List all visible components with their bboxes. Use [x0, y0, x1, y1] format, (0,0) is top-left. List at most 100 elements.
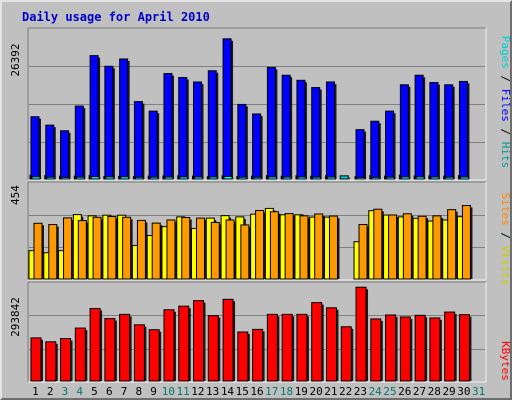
pages-bar	[387, 177, 395, 179]
files-bar	[459, 81, 467, 179]
x-tick-label: 12	[191, 385, 204, 398]
files-bar	[415, 75, 423, 179]
kbytes-bar	[90, 308, 100, 381]
x-tick-label: 23	[354, 385, 367, 398]
legend-separator: /	[499, 69, 512, 89]
pages-bar	[446, 177, 454, 179]
pages-bar	[180, 177, 188, 179]
pages-bar	[357, 178, 365, 179]
sites-bar	[241, 225, 249, 279]
sites-bar	[389, 215, 397, 279]
sites-bar	[374, 209, 382, 279]
kbytes-bar	[445, 312, 455, 381]
x-tick-label: 4	[76, 385, 83, 398]
legend-pages: Pages	[499, 36, 512, 69]
pages-bar	[460, 177, 468, 179]
files-bar	[61, 131, 69, 179]
files-bar	[179, 77, 187, 179]
kbytes-bar	[400, 317, 410, 381]
x-tick-label: 26	[398, 385, 411, 398]
kbytes-bar	[459, 315, 469, 381]
files-bar	[194, 82, 202, 179]
kbytes-max-label: 293842	[9, 297, 22, 337]
sites-bar	[285, 214, 293, 279]
kbytes-bar	[430, 318, 440, 381]
x-tick-label: 17	[265, 385, 278, 398]
sites-bar	[34, 223, 42, 279]
kbytes-bar	[149, 330, 159, 381]
pages-bar	[135, 177, 143, 179]
pages-bar	[313, 177, 321, 179]
pages-bar	[150, 177, 158, 179]
sites-visits-legend: Sites / Visits	[499, 193, 512, 286]
sites-bar	[418, 216, 426, 279]
files-bar	[356, 130, 364, 179]
x-tick-label: 19	[295, 385, 308, 398]
files-bar	[297, 80, 305, 179]
pages-bar	[254, 177, 262, 179]
files-bar	[267, 67, 275, 179]
x-tick-label: 16	[250, 385, 263, 398]
kbytes-bar	[415, 315, 425, 381]
pages-bar	[106, 177, 114, 179]
sites-visits-max-label: 454	[9, 185, 22, 205]
legend-separator: /	[499, 122, 512, 142]
kbytes-bar	[282, 314, 292, 381]
x-tick-label: 25	[383, 385, 396, 398]
x-tick-label: 7	[121, 385, 128, 398]
x-tick-label: 3	[62, 385, 69, 398]
legend-hits: Hits	[499, 142, 512, 169]
x-tick-label: 9	[150, 385, 157, 398]
pages-bar	[76, 177, 84, 179]
x-tick-label: 29	[442, 385, 455, 398]
pages-bar	[372, 177, 380, 179]
kbytes-bar	[164, 310, 174, 381]
x-tick-label: 21	[324, 385, 337, 398]
pages-bar	[121, 177, 129, 179]
x-tick-label: 28	[428, 385, 441, 398]
pages-bar	[431, 177, 439, 179]
hits-files-pages-legend: Pages / Files / Hits	[499, 36, 512, 169]
sites-bar	[152, 223, 160, 279]
chart-title: Daily usage for April 2010	[22, 10, 210, 24]
kbytes-bar	[312, 303, 322, 381]
sites-bar	[270, 212, 278, 279]
pages-bar	[327, 177, 335, 179]
x-tick-label: 15	[236, 385, 249, 398]
x-tick-label: 5	[91, 385, 98, 398]
sites-bar	[329, 216, 337, 279]
files-bar	[238, 104, 246, 179]
pages-bar	[298, 177, 306, 179]
files-bar	[90, 56, 98, 179]
sites-bar	[433, 216, 441, 279]
x-tick-label: 13	[206, 385, 219, 398]
x-tick-label: 14	[221, 385, 235, 398]
kbytes-bar	[179, 306, 189, 381]
kbytes-bar	[120, 314, 130, 381]
legend-separator: /	[499, 226, 512, 246]
x-tick-label: 1	[32, 385, 39, 398]
files-bar	[149, 111, 157, 179]
files-bar	[134, 102, 142, 179]
pages-bar	[401, 177, 409, 179]
legend-files: Files	[499, 89, 512, 122]
kbytes-bar	[61, 339, 71, 381]
sites-bar	[108, 216, 116, 279]
files-bar	[371, 121, 379, 179]
kbytes-bar	[386, 315, 396, 381]
sites-bar	[64, 218, 72, 279]
pages-bar	[62, 177, 70, 179]
files-bar	[282, 75, 290, 179]
x-tick-label: 10	[162, 385, 175, 398]
x-tick-label: 27	[413, 385, 426, 398]
pages-bar	[91, 177, 99, 179]
x-tick-label: 8	[135, 385, 142, 398]
files-bar	[326, 82, 334, 179]
files-bar	[312, 88, 320, 179]
files-bar	[46, 125, 54, 179]
kbytes-bar	[31, 338, 41, 381]
sites-bar	[197, 218, 205, 279]
sites-bar	[300, 216, 308, 279]
files-bar	[31, 117, 39, 179]
pages-bar	[165, 177, 173, 179]
